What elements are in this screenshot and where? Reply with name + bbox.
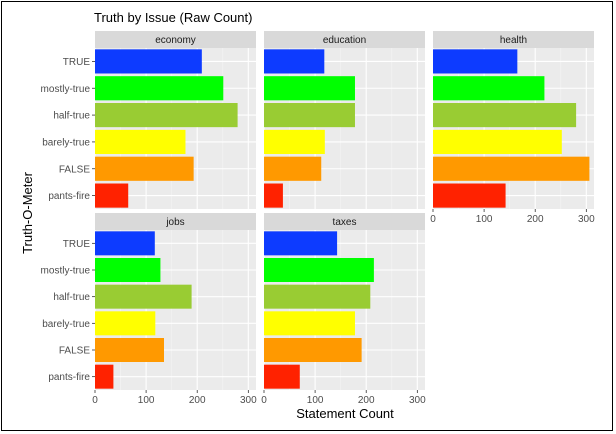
y-tick-label: pants-fire: [48, 191, 90, 202]
y-tick-label: FALSE: [59, 164, 90, 175]
x-tick-label: 200: [358, 395, 375, 406]
x-tick-label: 100: [476, 214, 493, 225]
facet-panel-education: education: [263, 31, 425, 209]
x-tick-label: 100: [307, 395, 324, 406]
facet-label: economy: [155, 35, 196, 46]
bar-economy-FALSE: [95, 156, 194, 181]
bar-taxes-barely-true: [264, 311, 355, 336]
bar-taxes-pants-fire: [264, 364, 300, 389]
panel-background: [95, 230, 256, 390]
x-tick-label: 100: [138, 395, 155, 406]
facet-panel-health: health 0 100 200 300: [430, 31, 595, 225]
x-tick-label: 300: [409, 395, 426, 406]
chart-title: Truth by Issue (Raw Count): [94, 10, 252, 25]
bar-education-FALSE: [264, 156, 322, 181]
x-tick-label: 200: [527, 214, 544, 225]
facet-strip: [264, 213, 425, 230]
bar-education-TRUE: [264, 49, 325, 74]
y-tick-label: half-true: [53, 292, 90, 303]
bar-education-half-true: [264, 103, 355, 128]
facet-panel-jobs: jobs TRUE mostly-true half-true barely-true F…: [41, 213, 257, 406]
facet-panels: economy TRUE mostly-true half-true barely-tr…: [41, 31, 595, 406]
bar-taxes-mostly-true: [264, 258, 374, 282]
bar-health-pants-fire: [433, 183, 506, 208]
x-tick-label: 300: [240, 395, 257, 406]
facet-label: education: [323, 35, 366, 46]
bar-education-mostly-true: [264, 76, 355, 101]
x-tick-label: 0: [92, 395, 98, 406]
x-tick-label: 0: [261, 395, 267, 406]
y-tick-label: TRUE: [63, 57, 91, 68]
bar-education-barely-true: [264, 129, 325, 154]
facet-strip: [95, 31, 256, 48]
bar-jobs-TRUE: [95, 231, 155, 256]
bar-economy-pants-fire: [95, 183, 129, 208]
x-tick-label: 300: [578, 214, 595, 225]
bar-economy-TRUE: [95, 49, 202, 74]
panel-background: [95, 48, 256, 209]
bar-jobs-half-true: [95, 284, 192, 309]
x-axis-title: Statement Count: [296, 406, 394, 421]
panel-background: [264, 230, 425, 390]
panel-background: [264, 48, 425, 209]
y-tick-label: TRUE: [63, 239, 91, 250]
y-tick-label: mostly-true: [41, 266, 91, 277]
bar-health-FALSE: [433, 156, 590, 181]
y-tick-label: half-true: [53, 111, 90, 122]
facet-strip: [264, 31, 425, 48]
y-tick-label: barely-true: [42, 137, 90, 148]
bar-economy-barely-true: [95, 129, 186, 154]
facet-label: health: [500, 35, 527, 46]
bar-taxes-half-true: [264, 284, 371, 309]
bar-health-half-true: [433, 103, 577, 128]
facet-label: jobs: [165, 217, 184, 228]
bar-economy-half-true: [95, 103, 238, 128]
bar-taxes-FALSE: [264, 338, 362, 362]
x-tick-label: 0: [430, 214, 436, 225]
y-tick-label: FALSE: [59, 346, 90, 357]
y-tick-label: mostly-true: [41, 84, 91, 95]
y-axis-title: Truth-O-Meter: [20, 171, 35, 254]
bar-economy-mostly-true: [95, 76, 224, 101]
facet-strip: [95, 213, 256, 230]
x-tick-label: 200: [189, 395, 206, 406]
bar-jobs-mostly-true: [95, 258, 161, 282]
bar-jobs-FALSE: [95, 338, 164, 362]
bar-taxes-TRUE: [264, 231, 338, 256]
bar-jobs-barely-true: [95, 311, 156, 336]
panel-background: [433, 48, 594, 209]
bar-health-mostly-true: [433, 76, 545, 101]
facet-panel-economy: economy TRUE mostly-true half-true barely-tr…: [41, 31, 256, 209]
bar-health-barely-true: [433, 129, 562, 154]
bar-jobs-pants-fire: [95, 364, 114, 389]
facet-panel-taxes: taxes 0 100 200 300: [261, 213, 426, 406]
y-tick-label: pants-fire: [48, 372, 90, 383]
facet-label: taxes: [333, 217, 357, 228]
y-tick-label: barely-true: [42, 319, 90, 330]
bar-education-pants-fire: [264, 183, 283, 208]
bar-health-TRUE: [433, 49, 518, 74]
facet-strip: [433, 31, 594, 48]
